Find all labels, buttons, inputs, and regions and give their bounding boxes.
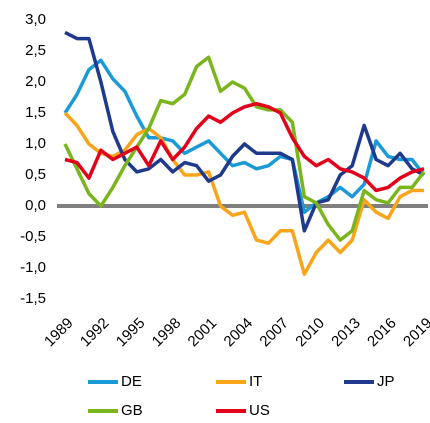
x-tick-label: 2016 <box>364 315 400 351</box>
y-tick-label: 2,0 <box>25 73 46 90</box>
y-tick-label: 2,5 <box>25 42 46 59</box>
x-tick-label: 1998 <box>149 315 185 351</box>
y-tick-label: 1,5 <box>25 104 46 121</box>
x-tick-label: 1992 <box>77 315 113 351</box>
y-tick-label: 0,0 <box>25 197 46 214</box>
series-line <box>63 55 426 242</box>
y-tick-label: 3,0 <box>25 11 46 28</box>
series-line <box>64 30 425 233</box>
legend-label: GB <box>121 402 143 419</box>
x-tick-label: 1995 <box>113 315 149 351</box>
y-tick-label: -1,0 <box>20 259 46 276</box>
series-line <box>64 101 425 193</box>
series-line <box>63 58 426 214</box>
x-tick-label: 2004 <box>221 315 257 351</box>
legend-label: US <box>249 402 270 419</box>
x-tick-label: 2010 <box>292 315 328 351</box>
legend-label: IT <box>249 373 262 390</box>
series-line <box>63 111 424 276</box>
legend-label: JP <box>377 373 395 390</box>
legend-label: DE <box>121 373 142 390</box>
y-tick-label: 1,0 <box>25 135 46 152</box>
y-tick-label: -1,5 <box>20 290 46 307</box>
y-tick-label: -0,5 <box>20 228 46 245</box>
x-tick-label: 1989 <box>41 315 77 351</box>
x-tick-label: 2019 <box>400 315 430 351</box>
x-tick-label: 2013 <box>328 315 364 351</box>
y-tick-label: 0,5 <box>25 166 46 183</box>
x-tick-label: 2001 <box>185 315 221 351</box>
x-tick-label: 2007 <box>256 315 292 351</box>
